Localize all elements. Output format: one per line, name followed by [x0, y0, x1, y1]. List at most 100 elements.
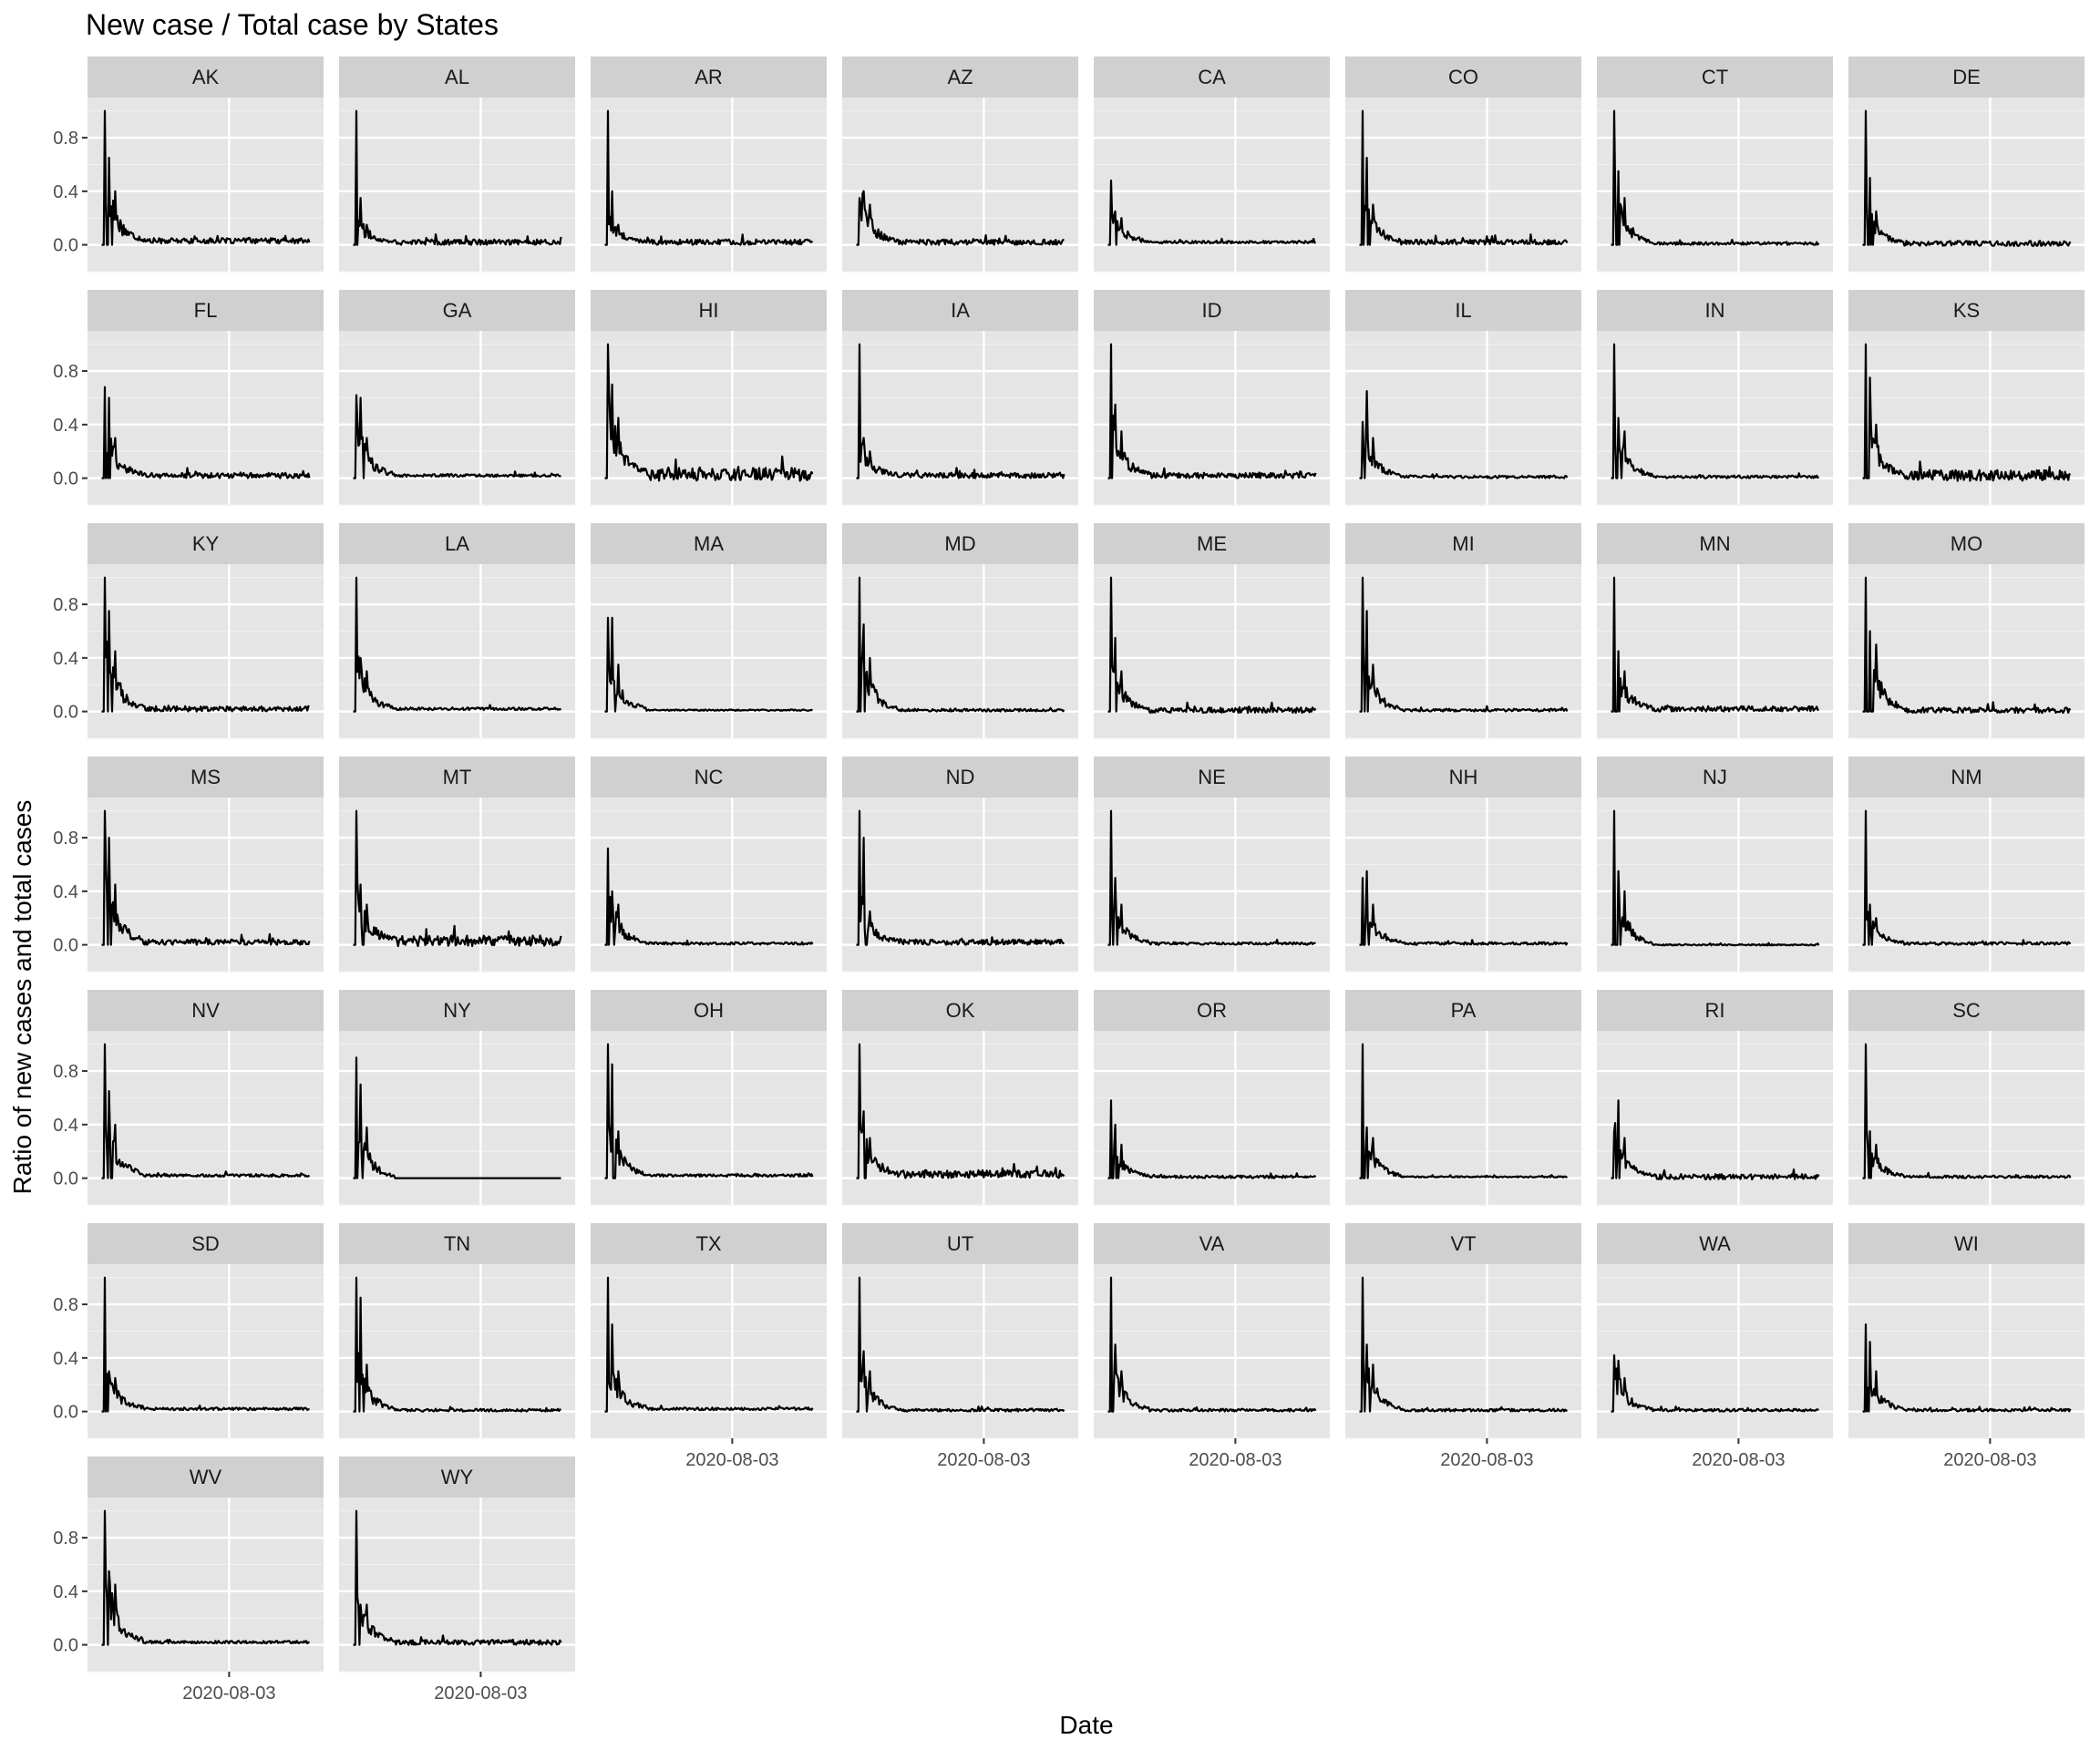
panel-strip	[88, 523, 324, 564]
panel-ri: RI	[1597, 990, 1833, 1206]
panel-wi: WI 2020-08-03	[1848, 1223, 2085, 1470]
panel-fl: FL 0.0 0.4 0.8	[53, 290, 324, 506]
series-line-al	[353, 109, 562, 246]
panel-la: LA	[339, 523, 575, 739]
panel-strip-label: WI	[1954, 1232, 1979, 1255]
panel-strip	[842, 990, 1078, 1031]
panel-ga: GA	[339, 290, 575, 506]
panel-strip	[842, 757, 1078, 798]
series-line-mt	[353, 809, 562, 948]
panel-vt: VT 2020-08-03	[1345, 1223, 1581, 1470]
panel-strip	[1597, 290, 1833, 331]
series-line-ar	[604, 109, 814, 246]
series-line-or	[1107, 1099, 1317, 1179]
series-line-sd	[101, 1276, 310, 1413]
series-line-vt	[1359, 1276, 1569, 1413]
panel-strip-label: OK	[946, 999, 975, 1022]
panel-strip-label: CO	[1448, 66, 1478, 88]
series-line-me	[1107, 576, 1317, 715]
panel-strip-label: AK	[192, 66, 220, 88]
panel-me: ME	[1094, 523, 1330, 739]
panel-strip-label: TN	[444, 1232, 470, 1255]
panel-strip	[1597, 990, 1833, 1031]
series-line-nd	[856, 809, 1065, 946]
panel-tn: TN	[339, 1223, 575, 1439]
panel-nj: NJ	[1597, 757, 1833, 973]
panel-strip	[842, 1223, 1078, 1264]
series-line-wi	[1862, 1323, 2072, 1413]
panel-strip	[339, 523, 575, 564]
panel-strip-label: IL	[1455, 299, 1471, 322]
panel-strip-label: NV	[191, 999, 220, 1022]
panel-strip	[591, 1223, 827, 1264]
panel-strip	[339, 57, 575, 98]
panel-hi: HI	[591, 290, 827, 506]
panel-plot-area	[1848, 798, 2085, 972]
panel-strip-label: MT	[443, 766, 472, 788]
panel-ma: MA	[591, 523, 827, 739]
panel-strip	[1345, 1223, 1581, 1264]
panel-strip	[1094, 1223, 1330, 1264]
y-tick-label: 0.8	[53, 129, 78, 149]
panel-ia: IA	[842, 290, 1078, 506]
y-tick-label: 0.8	[53, 1529, 78, 1549]
panel-ne: NE	[1094, 757, 1330, 973]
y-tick-label: 0.0	[53, 469, 78, 489]
panel-strip	[88, 1223, 324, 1264]
panel-strip	[1848, 1223, 2085, 1264]
panel-strip-label: OR	[1197, 999, 1227, 1022]
panel-strip	[339, 990, 575, 1031]
y-tick-label: 0.0	[53, 936, 78, 956]
y-tick-label: 0.0	[53, 236, 78, 256]
y-tick-label: 0.4	[53, 1582, 78, 1602]
series-line-nm	[1862, 809, 2072, 946]
x-tick-label: 2020-08-03	[1943, 1450, 2036, 1470]
panel-plot-area	[1345, 98, 1581, 272]
panel-strip-label: NM	[1951, 766, 1982, 788]
panel-strip-label: GA	[443, 299, 472, 322]
panel-strip-label: DE	[1952, 66, 1981, 88]
y-tick-label: 0.4	[53, 182, 78, 202]
panel-strip	[591, 523, 827, 564]
panel-strip-label: TX	[695, 1232, 721, 1255]
panel-ks: KS	[1848, 290, 2085, 506]
panel-strip	[1094, 290, 1330, 331]
panel-strip	[1094, 57, 1330, 98]
series-line-nc	[604, 847, 814, 946]
panel-ok: OK	[842, 990, 1078, 1206]
y-tick-label: 0.8	[53, 362, 78, 382]
series-line-hi	[604, 343, 814, 482]
panel-strip-label: PA	[1451, 999, 1477, 1022]
series-line-la	[353, 576, 562, 713]
series-line-ma	[604, 616, 813, 713]
panel-strip-label: ID	[1202, 299, 1222, 322]
series-line-ga	[353, 394, 561, 479]
panel-in: IN	[1597, 290, 1833, 506]
panel-nm: NM	[1848, 757, 2085, 973]
x-tick-label: 2020-08-03	[937, 1450, 1030, 1470]
series-line-va	[1107, 1276, 1317, 1413]
series-line-md	[856, 576, 1065, 713]
panel-strip	[591, 290, 827, 331]
y-tick-label: 0.8	[53, 595, 78, 615]
panel-strip	[1345, 523, 1581, 564]
y-tick-label: 0.4	[53, 1349, 78, 1369]
panel-strip-label: NC	[695, 766, 724, 788]
panel-sd: SD 0.0 0.4 0.8	[53, 1223, 324, 1439]
x-tick-label: 2020-08-03	[1189, 1450, 1282, 1470]
x-tick-label: 2020-08-03	[1692, 1450, 1785, 1470]
panel-strip-label: VA	[1199, 1232, 1225, 1255]
series-line-nj	[1611, 809, 1820, 947]
series-line-wa	[1611, 1354, 1819, 1413]
panel-strip-label: NY	[443, 999, 471, 1022]
panel-strip-label: MI	[1452, 532, 1474, 555]
series-line-sc	[1862, 1043, 2072, 1179]
y-tick-label: 0.0	[53, 703, 78, 723]
panel-strip	[842, 57, 1078, 98]
series-line-ct	[1611, 109, 1820, 246]
panel-strip-label: MN	[1699, 532, 1730, 555]
panel-strip	[1597, 1223, 1833, 1264]
panel-strip	[88, 990, 324, 1031]
panel-strip-label: SC	[1952, 999, 1981, 1022]
